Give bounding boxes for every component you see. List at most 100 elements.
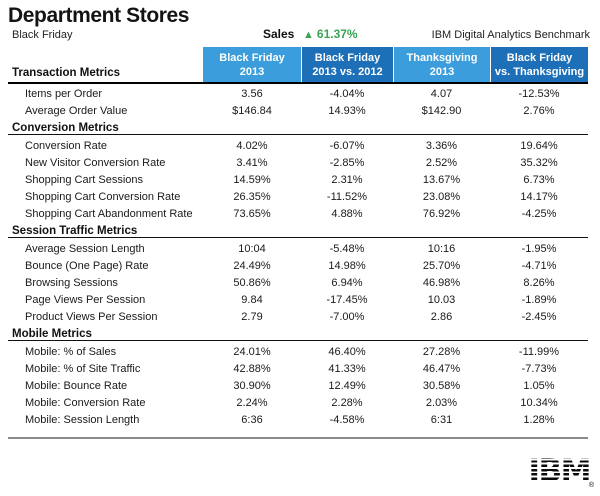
metric-label: Shopping Cart Conversion Rate — [25, 190, 181, 203]
ibm-logo-stripes — [516, 456, 590, 486]
column-header-line1: Black Friday — [314, 52, 381, 64]
metric-value: 26.35% — [233, 190, 271, 203]
metric-value: 46.40% — [328, 345, 366, 358]
table-row: Product Views Per Session 2.79 -7.00% 2.86 -… — [8, 308, 588, 325]
ibm-logo: IBM ® — [516, 456, 594, 489]
metric-value: 24.49% — [233, 259, 271, 272]
metric-value: -17.45% — [326, 293, 368, 306]
metric-value: 50.86% — [233, 276, 271, 289]
metric-value: 2.86 — [430, 310, 453, 323]
column-header-1: Black Friday 2013 vs. 2012 — [301, 47, 393, 84]
column-header-line1: Thanksgiving — [406, 52, 478, 64]
metric-label: Items per Order — [25, 87, 103, 100]
column-header-0: Black Friday 2013 — [203, 47, 301, 84]
metric-value: 42.88% — [233, 362, 271, 375]
metric-value: -7.00% — [329, 310, 365, 323]
metric-value: 41.33% — [328, 362, 366, 375]
metric-label: New Visitor Conversion Rate — [25, 156, 166, 169]
metric-value: 27.28% — [422, 345, 461, 358]
metric-value: 3.36% — [425, 139, 458, 152]
table-row: New Visitor Conversion Rate 3.41% -2.85% 2.… — [8, 154, 588, 171]
metric-value: -5.48% — [329, 242, 365, 255]
metric-value: 10:04 — [238, 242, 266, 255]
column-header-line1: Black Friday — [506, 52, 573, 64]
table-row: Conversion Rate 4.02% -6.07% 3.36% 19.64% — [8, 137, 588, 154]
table-row: Bounce (One Page) Rate 24.49% 14.98% 25.70%… — [8, 257, 588, 274]
metric-value: 46.98% — [422, 276, 461, 289]
section-header-row: Mobile Metrics — [8, 325, 588, 341]
metric-value: $142.90 — [421, 104, 462, 117]
metric-value: 2.52% — [425, 156, 458, 169]
metric-value: -1.95% — [521, 242, 557, 255]
metric-value: 1.28% — [523, 413, 555, 426]
metric-label: Shopping Cart Sessions — [25, 173, 144, 186]
column-header-line2: 2013 vs. 2012 — [312, 65, 383, 78]
metric-value: 23.08% — [422, 190, 461, 203]
column-header-3: Black Friday vs. Thanksgiving — [490, 47, 588, 84]
metric-label: Mobile: Bounce Rate — [25, 379, 128, 392]
metric-value: 10.03 — [427, 293, 456, 306]
metric-value: 9.84 — [241, 293, 263, 306]
metric-value: 8.26% — [523, 276, 555, 289]
metric-value: 10.34% — [520, 396, 558, 409]
metric-value: 25.70% — [422, 259, 461, 272]
metric-value: 24.01% — [233, 345, 271, 358]
metric-label: Mobile: % of Site Traffic — [25, 362, 141, 375]
column-header-line2: vs. Thanksgiving — [494, 65, 585, 78]
metric-label: Mobile: % of Sales — [25, 345, 117, 358]
metric-value: -7.73% — [521, 362, 557, 375]
metric-value: 6.94% — [331, 276, 363, 289]
table-row: Mobile: Bounce Rate 30.90% 12.49% 30.58% 1.0… — [8, 377, 588, 394]
metric-value: 12.49% — [328, 379, 366, 392]
metric-value: -4.04% — [329, 87, 365, 100]
column-headers: Black Friday 2013 Black Friday 2013 vs. 201… — [203, 47, 588, 84]
metric-value: 2.79 — [241, 310, 263, 323]
metrics-table: Items per Order 3.56 -4.04% 4.07 -12.53% Aver… — [8, 85, 588, 428]
metric-value: 35.32% — [520, 156, 558, 169]
section-label-transaction-metrics: Transaction Metrics — [12, 67, 121, 79]
metric-value: 10:16 — [427, 242, 456, 255]
metric-value: 6.73% — [523, 173, 555, 186]
table-row: Mobile: Session Length 6:36 -4.58% 6:31 1.28… — [8, 411, 588, 428]
report-subtitle: Black Friday — [12, 29, 73, 41]
metric-value: 6:36 — [241, 413, 263, 426]
metric-value: -12.53% — [518, 87, 560, 100]
metric-label: Page Views Per Session — [25, 293, 146, 306]
column-header-line2: 2013 — [429, 65, 455, 78]
metric-value: 14.59% — [233, 173, 271, 186]
table-row: Average Session Length 10:04 -5.48% 10:16 -1… — [8, 240, 588, 257]
column-header-line1: Black Friday — [219, 52, 285, 64]
metric-value: 13.67% — [422, 173, 461, 186]
table-row: Items per Order 3.56 -4.04% 4.07 -12.53% — [8, 85, 588, 102]
column-header-2: Thanksgiving 2013 — [393, 47, 490, 84]
table-row: Browsing Sessions 50.86% 6.94% 46.98% 8.26% — [8, 274, 588, 291]
table-row: Mobile: Conversion Rate 2.24% 2.28% 2.03% 10… — [8, 394, 588, 411]
metric-value: 30.58% — [422, 379, 461, 392]
metric-value: 19.64% — [520, 139, 558, 152]
metric-label: Average Order Value — [25, 104, 128, 117]
page-title: Department Stores — [8, 4, 190, 27]
metric-value: -2.85% — [329, 156, 365, 169]
metric-label: Browsing Sessions — [25, 276, 118, 289]
metric-label: Average Session Length — [25, 242, 145, 255]
table-row: Page Views Per Session 9.84 -17.45% 10.03 -1… — [8, 291, 588, 308]
metric-value: -1.89% — [521, 293, 557, 306]
section-header-row: Session Traffic Metrics — [8, 222, 588, 238]
metric-value: 3.56 — [241, 87, 263, 100]
table-row: Mobile: % of Site Traffic 42.88% 41.33% 46.… — [8, 360, 588, 377]
table-row: Mobile: % of Sales 24.01% 46.40% 27.28% -11.… — [8, 343, 588, 360]
metric-label: Mobile: Session Length — [25, 413, 140, 426]
up-arrow-icon: ▲ — [303, 29, 314, 41]
metric-value: 2.24% — [236, 396, 268, 409]
table-bottom-divider — [8, 437, 588, 439]
metric-value: 4.02% — [236, 139, 268, 152]
metric-value: 73.65% — [233, 207, 271, 220]
metric-value: 76.92% — [422, 207, 461, 220]
metric-value: 2.28% — [331, 396, 363, 409]
metric-label: Shopping Cart Abandonment Rate — [25, 207, 193, 220]
registered-trademark-icon: ® — [588, 482, 594, 489]
metric-value: $146.84 — [232, 104, 272, 117]
metric-label: Bounce (One Page) Rate — [25, 259, 149, 272]
metric-label: Conversion Rate — [25, 139, 107, 152]
